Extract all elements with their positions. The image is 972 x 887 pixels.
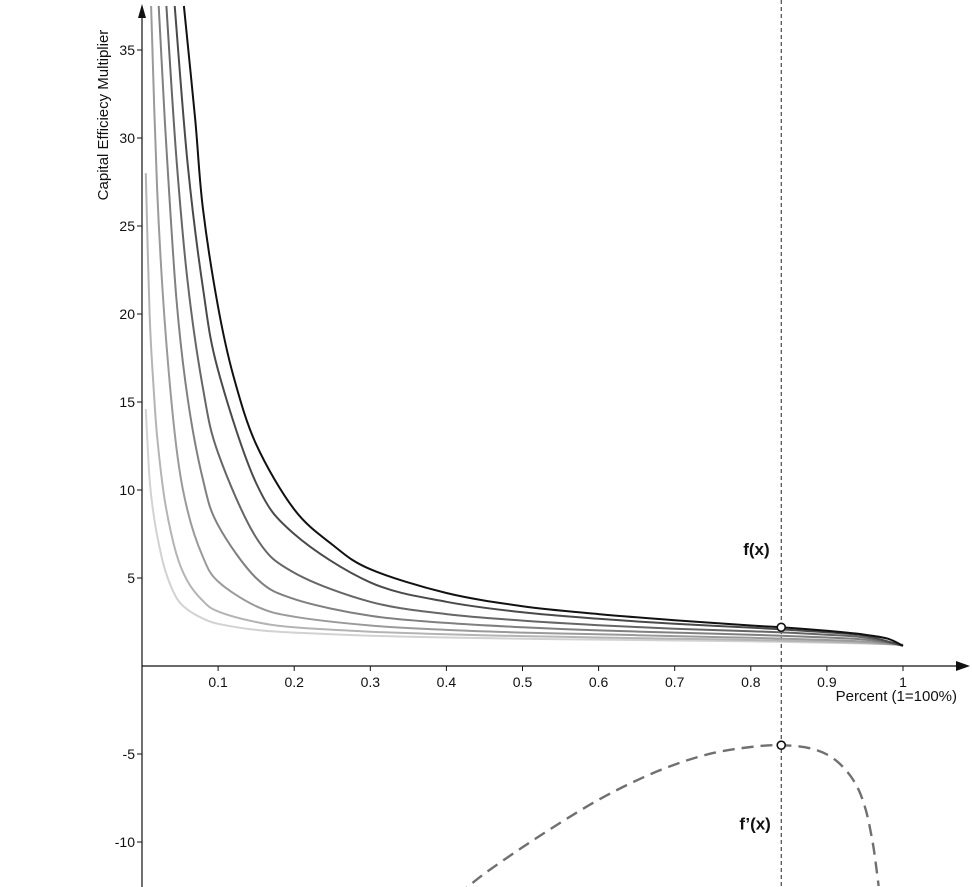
series-line-curve-2 [144, 173, 904, 646]
x-tick-label: 1 [899, 674, 907, 690]
x-axis-arrow [956, 661, 970, 671]
x-axis-ticks: 0.1 0.2 0.3 0.4 0.5 0.6 0.7 0.8 0.9 1 [208, 666, 907, 690]
y-axis-arrow [138, 4, 146, 18]
x-tick-label: 0.3 [361, 674, 381, 690]
markers [776, 622, 787, 751]
series-line-curve-3 [150, 5, 904, 647]
x-tick-label: 0.8 [741, 674, 761, 690]
curves [144, 5, 904, 647]
y-tick-label: 5 [127, 570, 135, 586]
y-tick-label: 20 [119, 306, 135, 322]
y-tick-label: 10 [119, 482, 135, 498]
x-tick-label: 0.2 [284, 674, 304, 690]
y-axis-ticks: 35 30 25 20 15 10 5 -5 -10 [115, 42, 142, 850]
y-tick-label: -5 [123, 746, 136, 762]
series-line-curve-7 [182, 5, 904, 647]
series-line-curve-1 [144, 408, 904, 646]
fprime-point-marker [776, 740, 787, 751]
y-tick-label: -10 [115, 834, 135, 850]
derivative-curve [465, 743, 880, 887]
y-tick-label: 35 [119, 42, 135, 58]
f-label: f(x) [743, 540, 769, 559]
x-tick-label: 0.6 [589, 674, 609, 690]
fprime-label: f’(x) [739, 815, 770, 834]
x-axis-label: Percent (1=100%) [836, 688, 957, 705]
x-tick-label: 0.9 [817, 674, 837, 690]
x-tick-label: 0.7 [665, 674, 685, 690]
y-tick-label: 25 [119, 218, 135, 234]
y-axis-label: Capital Efficiecy Multiplier [95, 30, 112, 201]
y-tick-label: 30 [119, 130, 135, 146]
y-tick-label: 15 [119, 394, 135, 410]
series-line-curve-5 [165, 5, 904, 647]
series-line-curve-6 [173, 5, 904, 647]
x-tick-label: 0.5 [513, 674, 533, 690]
f-point-marker [776, 622, 787, 633]
x-tick-label: 0.4 [437, 674, 457, 690]
series-line-curve-4 [157, 5, 904, 647]
x-tick-label: 0.1 [208, 674, 228, 690]
